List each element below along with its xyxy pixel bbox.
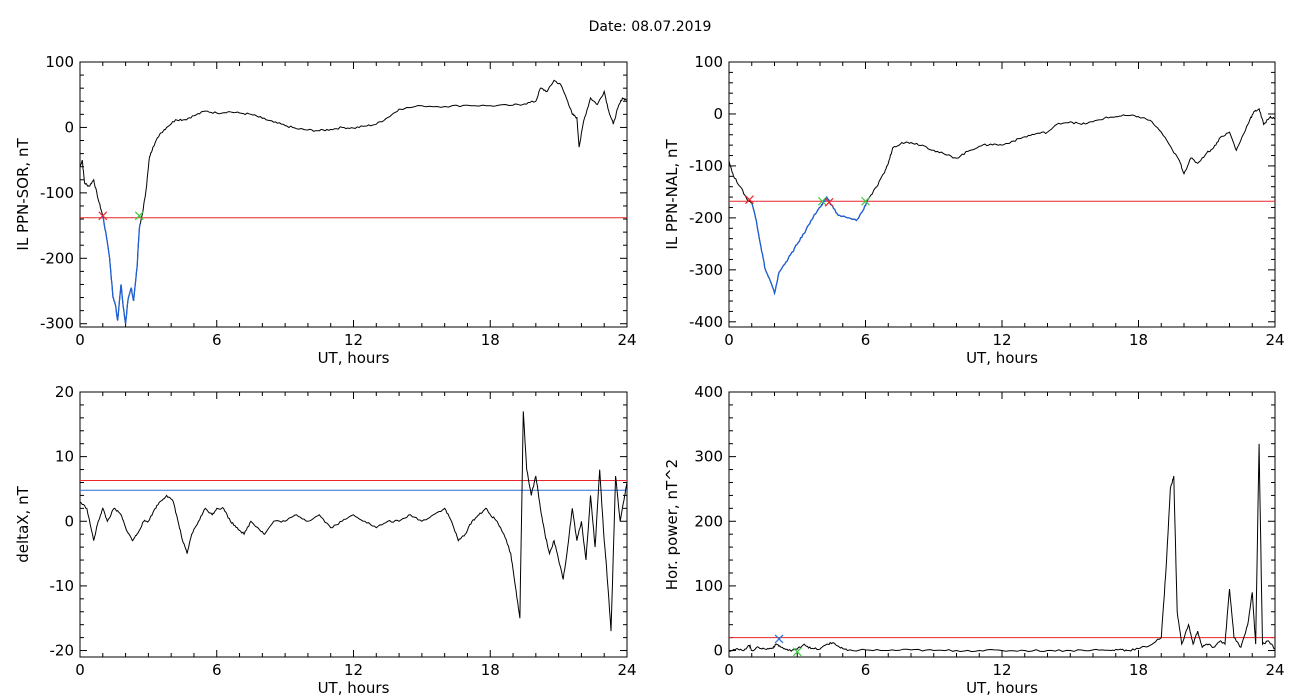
x-axis-label: UT, hours xyxy=(966,349,1038,367)
marker-green xyxy=(792,647,802,657)
marker-green xyxy=(861,196,870,206)
y-tick-label: -300 xyxy=(689,261,723,279)
x-tick-label: 24 xyxy=(617,331,636,349)
figure-title: Date: 08.07.2019 xyxy=(588,19,712,35)
series-line xyxy=(80,411,627,632)
y-tick-label: 400 xyxy=(694,383,723,401)
plot-frame xyxy=(79,391,628,658)
y-axis-label: deltaX, nT xyxy=(14,485,32,562)
y-tick-label: -100 xyxy=(40,184,74,202)
plot-area xyxy=(729,443,1275,657)
panel-sor: 0 6 12 18 24 -300 -200 -100 0 100 UT, hours IL PPN-… xyxy=(14,53,637,367)
y-tick-label: 10 xyxy=(55,448,74,466)
x-tick-label: 24 xyxy=(1265,331,1284,349)
y-axis-label: Hor. power, nT^2 xyxy=(663,459,681,590)
panel-nal: 0 6 12 18 24 -400 -300 -200 -100 0 100 UT, hours IL … xyxy=(663,53,1285,367)
y-tick-label: 100 xyxy=(694,53,723,71)
marker-red xyxy=(98,211,108,221)
marker-blue xyxy=(774,634,784,644)
x-tick-label: 6 xyxy=(212,661,222,679)
plot-area xyxy=(80,79,627,324)
x-tick-label: 6 xyxy=(212,331,222,349)
x-tick-label: 12 xyxy=(992,331,1011,349)
x-tick-label: 18 xyxy=(1129,661,1148,679)
y-tick-label: -10 xyxy=(50,577,75,595)
y-tick-label: 0 xyxy=(713,105,723,123)
y-tick-label: -300 xyxy=(40,315,74,333)
plot-area xyxy=(80,411,627,632)
y-tick-label: 20 xyxy=(55,383,74,401)
x-tick-label: 18 xyxy=(1129,331,1148,349)
y-tick-label: 200 xyxy=(694,512,723,530)
y-tick-label: 300 xyxy=(694,448,723,466)
panel-deltax: 0 6 12 18 24 -20 -10 0 10 20 UT, hours deltaX, nT xyxy=(14,383,637,697)
y-tick-label: -400 xyxy=(689,313,723,331)
y-tick-label: 100 xyxy=(694,577,723,595)
plot-frame xyxy=(79,61,628,328)
series-highlight xyxy=(751,195,869,296)
marker-red xyxy=(824,197,834,207)
x-tick-label: 0 xyxy=(75,661,85,679)
series-highlight xyxy=(102,215,142,324)
y-axis-label: IL PPN-SOR, nT xyxy=(14,138,32,251)
plot-frame xyxy=(728,61,1276,328)
x-tick-label: 18 xyxy=(481,661,500,679)
x-tick-label: 24 xyxy=(1265,661,1284,679)
x-axis-label: UT, hours xyxy=(318,679,390,697)
y-axis-label: IL PPN-NAL, nT xyxy=(663,139,681,250)
y-tick-label: -100 xyxy=(689,157,723,175)
x-tick-label: 12 xyxy=(992,661,1011,679)
y-tick-label: 0 xyxy=(713,642,723,660)
x-tick-label: 0 xyxy=(75,331,85,349)
x-tick-label: 0 xyxy=(724,331,734,349)
y-tick-label: -20 xyxy=(50,642,75,660)
marker-green xyxy=(134,211,144,221)
x-tick-label: 6 xyxy=(861,661,871,679)
x-tick-label: 12 xyxy=(344,331,363,349)
plot-area xyxy=(729,107,1275,296)
x-tick-label: 12 xyxy=(344,661,363,679)
x-tick-label: 6 xyxy=(861,331,871,349)
series-line xyxy=(80,79,627,324)
marker-red xyxy=(745,195,754,205)
x-axis-label: UT, hours xyxy=(318,349,390,367)
plot-frame xyxy=(728,391,1276,658)
y-tick-label: 100 xyxy=(45,53,74,71)
x-tick-label: 0 xyxy=(724,661,734,679)
y-tick-label: 0 xyxy=(64,512,74,530)
y-tick-label: -200 xyxy=(40,249,74,267)
y-tick-label: 0 xyxy=(64,118,74,136)
series-line xyxy=(729,443,1275,653)
panel-hor-power: 0 6 12 18 24 0 100 200 300 400 UT, hours Hor. power… xyxy=(663,383,1285,697)
x-tick-label: 18 xyxy=(481,331,500,349)
x-tick-label: 24 xyxy=(617,661,636,679)
x-axis-label: UT, hours xyxy=(966,679,1038,697)
y-tick-label: -200 xyxy=(689,209,723,227)
